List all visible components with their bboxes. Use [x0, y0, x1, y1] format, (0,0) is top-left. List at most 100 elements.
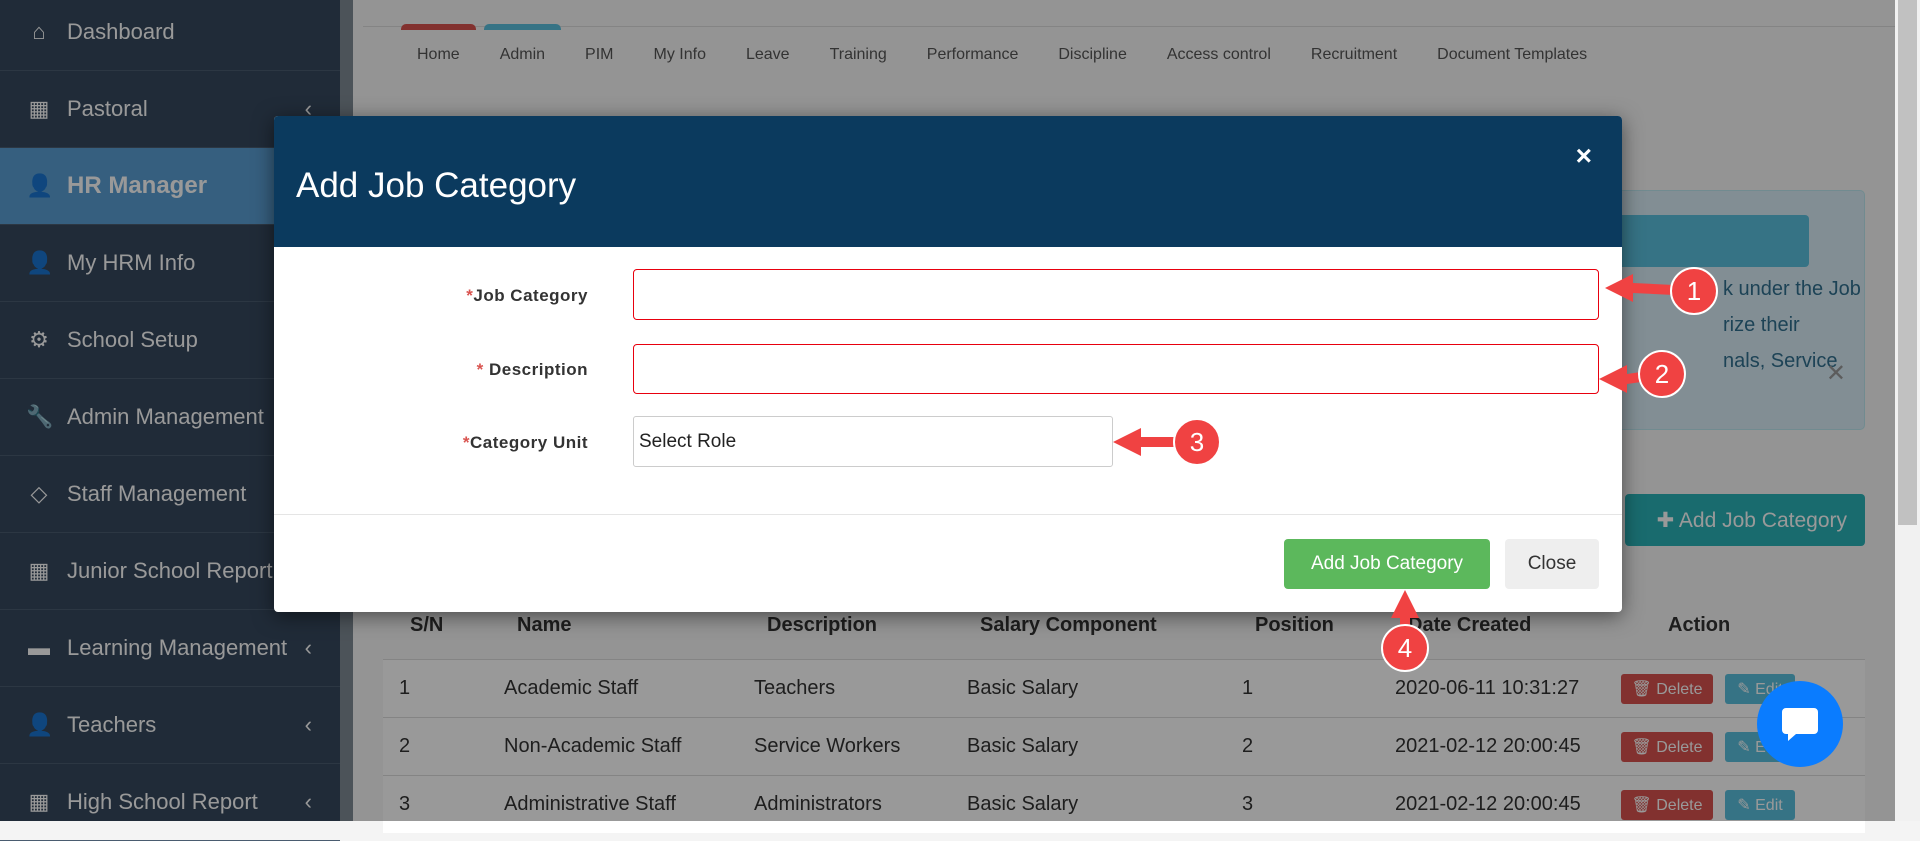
close-icon[interactable]: × — [1575, 140, 1592, 171]
table-cell: 3 — [399, 793, 411, 815]
sidebar-item-label: Staff Management — [67, 481, 247, 506]
label-text: Job Category — [473, 286, 588, 305]
tab-label: Performance — [926, 46, 1019, 63]
alert-line: rize their — [1723, 314, 1800, 336]
scrollbar[interactable] — [1895, 0, 1920, 821]
sidebar-item-admin-management[interactable]: 🔧 Admin Management — [0, 379, 340, 456]
table-cell: Basic Salary — [967, 735, 1079, 757]
alert-line: nals, Service — [1723, 350, 1838, 372]
callout-arrow — [1113, 428, 1197, 456]
tab-indicator — [401, 24, 476, 30]
table-cell: Service Workers — [754, 735, 901, 757]
tab-my-info[interactable]: My Info — [654, 40, 706, 64]
table-cell: 3 — [1242, 793, 1254, 815]
chat-button[interactable] — [1757, 681, 1843, 767]
submit-add-job-category-button[interactable]: Add Job Category — [1284, 539, 1490, 589]
sidebar-item-staff-management[interactable]: ◇ Staff Management — [0, 456, 340, 533]
add-job-category-modal: Add Job Category × *Job Category * Descr… — [274, 116, 1622, 612]
column-header[interactable]: Action — [1668, 614, 1731, 636]
table-cell: 2021-02-12 20:00:45 — [1395, 735, 1581, 757]
table-cell: Basic Salary — [967, 793, 1079, 815]
sidebar-item-teachers[interactable]: 👤 Teachers ‹ — [0, 687, 340, 764]
tab-home[interactable]: Home — [401, 24, 476, 64]
scrollbar-thumb[interactable] — [1898, 0, 1917, 525]
table-row: 2 Non-Academic Staff Service Workers Basic … — [383, 717, 1865, 775]
sidebar-item-my-hrm-info[interactable]: 👤 My HRM Info — [0, 225, 340, 302]
required-mark: * — [462, 433, 471, 452]
close-button[interactable]: Close — [1505, 539, 1599, 589]
tab-admin[interactable]: Admin — [483, 24, 562, 64]
table-cell: 2 — [1242, 735, 1254, 757]
chevron-left-icon: ‹ — [304, 789, 312, 814]
label-text: Category Unit — [470, 433, 588, 452]
tab-performance[interactable]: Performance — [927, 40, 1019, 64]
delete-button[interactable]: 🗑 Delete — [1621, 732, 1713, 762]
table-cell: 2020-06-11 10:31:27 — [1395, 677, 1580, 699]
tab-access-control[interactable]: Access control — [1167, 40, 1271, 64]
sidebar-item-label: High School Report — [67, 789, 258, 814]
tab-label: Access control — [1166, 46, 1271, 63]
column-header[interactable]: Name — [517, 614, 572, 636]
users-icon: 👤 — [26, 173, 54, 198]
sidebar-item-learning-management[interactable]: ▬ Learning Management ‹ — [0, 610, 340, 687]
column-header[interactable]: S/N — [410, 614, 444, 636]
tab-label: My Info — [653, 46, 706, 63]
column-header[interactable]: Salary Component — [980, 614, 1157, 636]
tab-recruitment[interactable]: Recruitment — [1311, 40, 1397, 64]
column-header[interactable]: Position — [1255, 614, 1334, 636]
table-cell: 1 — [1242, 677, 1254, 699]
edit-button[interactable]: ✎ Edit — [1725, 790, 1795, 820]
tab-label: Document Templates — [1437, 46, 1588, 63]
folder-icon: ▬ — [28, 635, 50, 660]
alert-close-icon[interactable]: ✕ — [1825, 360, 1846, 387]
tab-training[interactable]: Training — [830, 40, 887, 64]
table-cell: Basic Salary — [967, 677, 1079, 699]
description-label: * Description — [477, 360, 588, 380]
chevron-left-icon: ‹ — [304, 635, 312, 660]
sidebar-item-label: Teachers — [67, 712, 157, 737]
tab-label: Leave — [745, 46, 790, 63]
tab-leave[interactable]: Leave — [746, 40, 790, 64]
tab-document-templates[interactable]: Document Templates — [1437, 40, 1587, 64]
sidebar-item-label: Junior School Report — [67, 558, 273, 583]
grid-icon: ▦ — [28, 558, 50, 583]
tab-label: Training — [829, 46, 887, 63]
delete-button[interactable]: 🗑 Delete — [1621, 674, 1713, 704]
job-category-label: *Job Category — [466, 286, 588, 306]
chevron-left-icon: ‹ — [304, 712, 312, 737]
sidebar-item-label: My HRM Info — [67, 250, 196, 275]
gear-icon: ⚙ — [29, 327, 49, 352]
sidebar-item-pastoral[interactable]: ▦ Pastoral ‹ — [0, 71, 340, 148]
tab-label: Admin — [499, 46, 546, 63]
callout-badge — [1381, 624, 1429, 672]
column-header[interactable]: Description — [767, 614, 878, 636]
modal-footer-divider — [274, 514, 1622, 515]
modal-header: Add Job Category × — [274, 116, 1622, 247]
table-cell: Administrators — [754, 793, 882, 815]
column-header[interactable]: Date Created — [1408, 614, 1532, 636]
callout-annotations: 1 2 3 4 — [1113, 267, 1718, 672]
diamond-icon: ◇ — [30, 481, 48, 506]
tab-label: Home — [417, 46, 460, 63]
sidebar-item-label: Learning Management — [67, 635, 288, 660]
add-job-category-button[interactable]: ✚ Add Job Category — [1625, 494, 1865, 546]
sidebar-item-dashboard[interactable]: ⌂ Dashboard — [0, 0, 340, 71]
required-mark: * — [466, 286, 474, 305]
sidebar-item-label: School Setup — [67, 327, 198, 352]
category-unit-select[interactable]: Select Role — [633, 416, 1113, 467]
tab-discipline[interactable]: Discipline — [1058, 40, 1126, 64]
wrench-icon: 🔧 — [26, 404, 54, 429]
table-cell: Administrative Staff — [504, 793, 676, 815]
users-icon: 👤 — [26, 712, 54, 737]
grid-icon: ▦ — [28, 789, 50, 814]
table-cell: 1 — [399, 677, 411, 699]
sidebar-item-junior-school-report[interactable]: ▦ Junior School Report — [0, 533, 340, 610]
sidebar-item-school-setup[interactable]: ⚙ School Setup — [0, 302, 340, 379]
callout-badge — [1173, 418, 1221, 466]
chat-icon — [1782, 708, 1818, 741]
sidebar-item-high-school-report[interactable]: ▦ High School Report ‹ — [0, 764, 340, 841]
description-input[interactable] — [633, 344, 1599, 394]
tab-pim[interactable]: PIM — [585, 40, 613, 64]
delete-button[interactable]: 🗑 Delete — [1621, 790, 1713, 820]
job-category-input[interactable] — [633, 269, 1599, 320]
